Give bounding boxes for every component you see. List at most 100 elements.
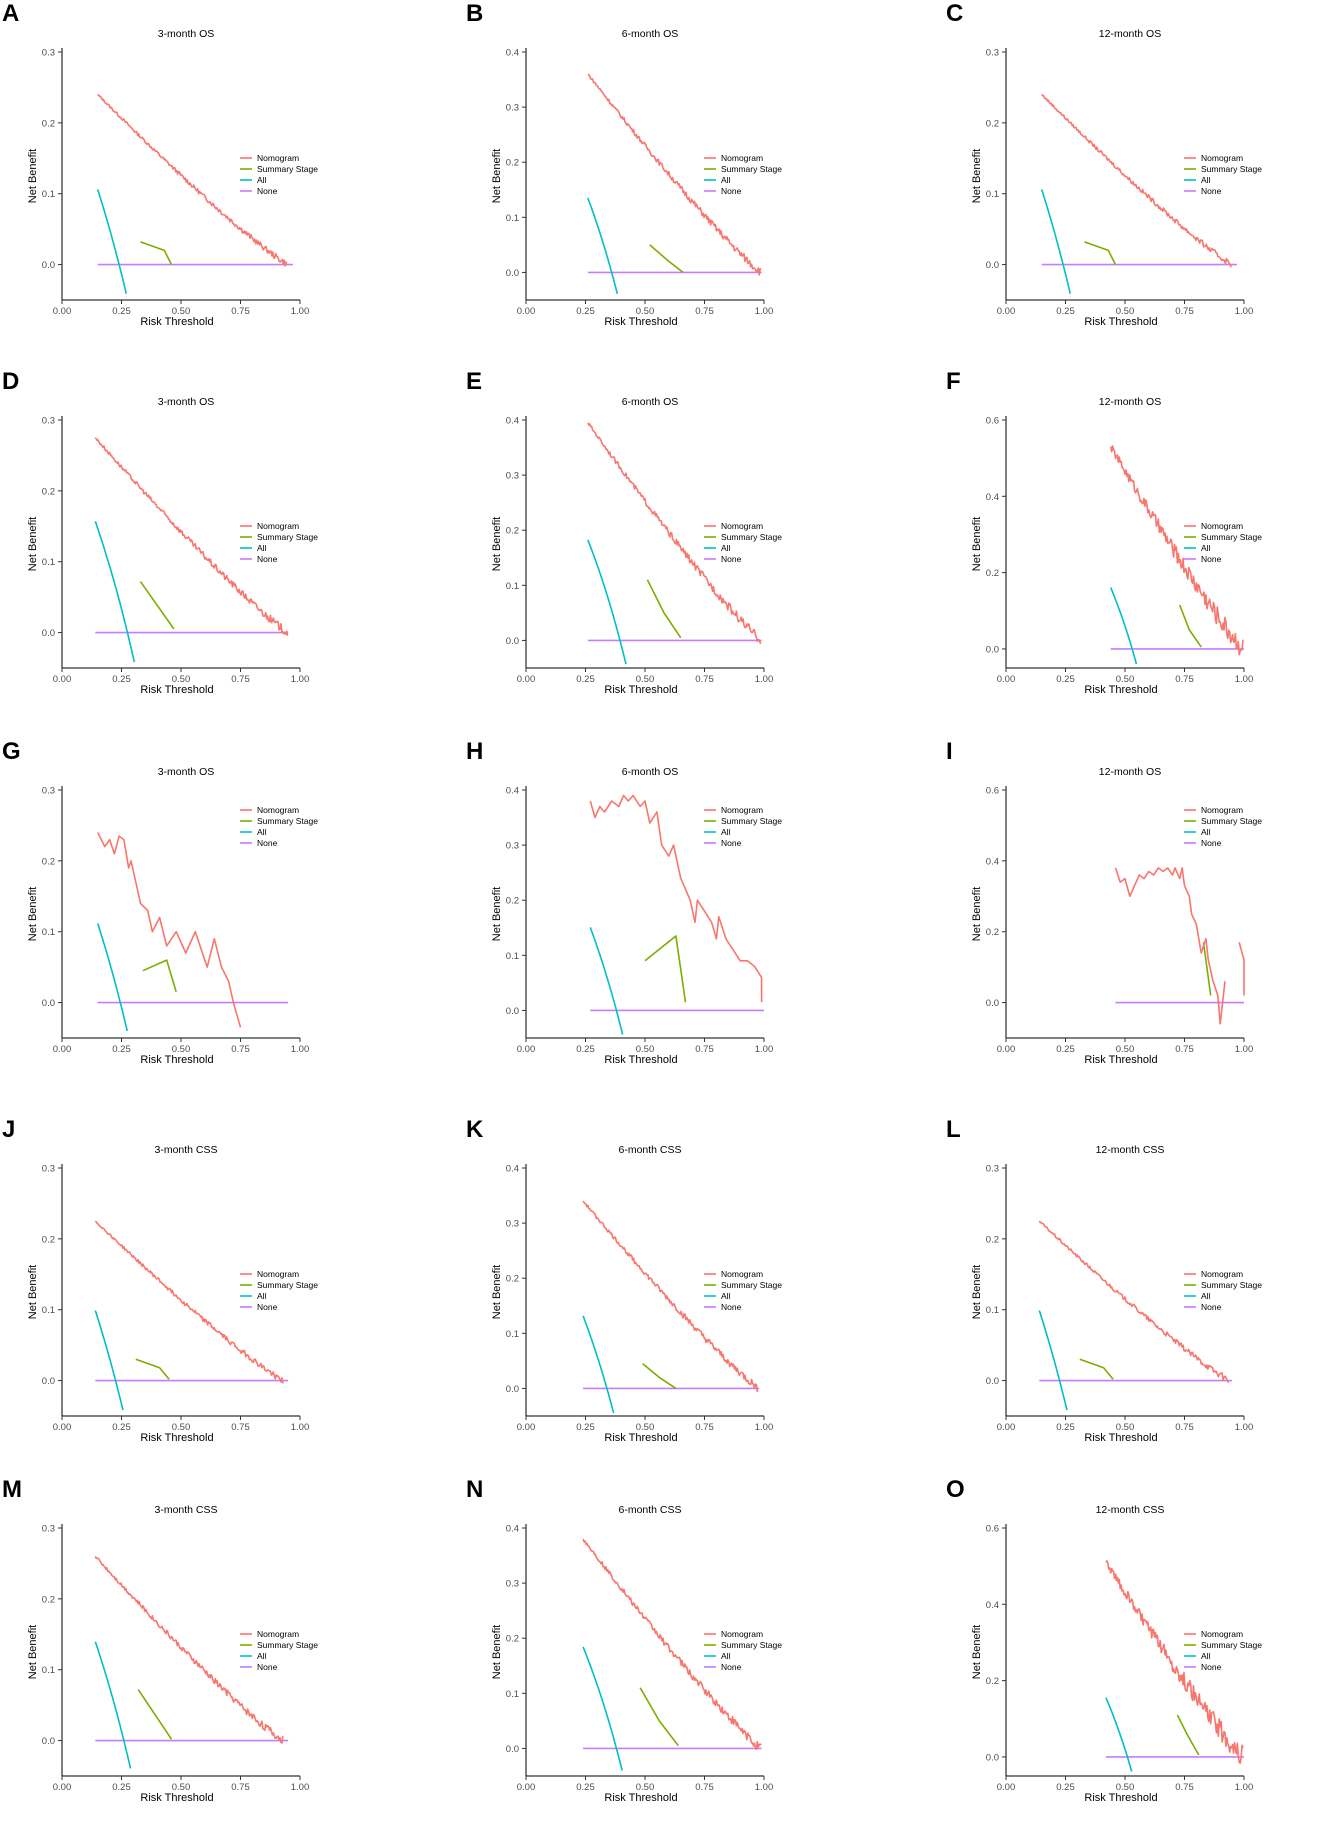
y-tick-label: 0.1 [42, 557, 55, 568]
y-tick-label: 0.0 [42, 628, 55, 639]
series-nomogram-line [1105, 1560, 1244, 1765]
chart-panel-M: M 3-month CSS 0.00 0.25 0.50 0.75 1.00 0.0 0.1 0.… [0, 1476, 380, 1806]
legend-nomogram-label: Nomogram [721, 1629, 763, 1639]
x-tick-label: 0.50 [636, 1422, 655, 1433]
legend-nomogram-label: Nomogram [1201, 805, 1243, 815]
series-nomogram-line [94, 437, 289, 636]
series-all-line [94, 521, 136, 663]
legend-summary-stage-label: Summary Stage [1201, 1280, 1262, 1290]
panel-letter: J [2, 1116, 16, 1143]
legend-summary-stage-label: Summary Stage [257, 816, 318, 826]
chart-title: 12-month OS [1099, 396, 1161, 408]
legend-none-label: None [721, 838, 742, 848]
chart-svg: 12-month CSS 0.00 0.25 0.50 0.75 1.00 0.0 0.1 0.… [971, 1144, 1262, 1444]
legend-all-label: All [1201, 1291, 1211, 1301]
panel-letter: C [946, 0, 964, 27]
chart-panel-I: I 12-month OS 0.00 0.25 0.50 0.75 1.00 0.0 0.2 0.… [944, 738, 1324, 1068]
legend-none-label: None [257, 1662, 278, 1672]
x-tick-label: 0.00 [997, 306, 1016, 317]
y-tick-label: 0.4 [506, 416, 519, 427]
y-tick-label: 0.2 [42, 1234, 55, 1245]
x-tick-label: 0.25 [1056, 1782, 1075, 1793]
legend-none-label: None [257, 838, 278, 848]
x-tick-label: 0.00 [517, 306, 536, 317]
panel-letter: I [946, 738, 953, 765]
y-tick-label: 0.0 [506, 636, 519, 647]
y-axis-label: Net Benefit [27, 517, 39, 571]
x-tick-label: 0.25 [112, 1782, 131, 1793]
x-tick-label: 0.25 [576, 1782, 595, 1793]
y-tick-label: 0.3 [506, 1219, 519, 1230]
y-tick-label: 0.1 [42, 1305, 55, 1316]
y-tick-label: 0.0 [42, 998, 55, 1009]
series-all-line [587, 539, 627, 665]
legend-nomogram-label: Nomogram [257, 153, 299, 163]
y-tick-label: 0.0 [986, 998, 999, 1009]
y-tick-label: 0.3 [42, 416, 55, 427]
y-tick-label: 0.2 [42, 486, 55, 497]
series-nomogram-line [96, 832, 242, 1028]
y-tick-label: 0.3 [986, 48, 999, 59]
legend-all-label: All [1201, 543, 1211, 553]
y-tick-label: 0.1 [506, 1329, 519, 1340]
x-tick-label: 0.50 [1116, 306, 1135, 317]
chart-panel-J: J 3-month CSS 0.00 0.25 0.50 0.75 1.00 0.0 0.1 0.… [0, 1116, 380, 1446]
x-tick-label: 0.75 [1175, 1782, 1194, 1793]
x-tick-label: 0.75 [1175, 1044, 1194, 1055]
chart-title: 3-month OS [158, 766, 215, 778]
series-nomogram-line [589, 794, 763, 1003]
x-tick-label: 0.50 [172, 1422, 191, 1433]
chart-panel-F: F 12-month OS 0.00 0.25 0.50 0.75 1.00 0.0 0.2 0.… [944, 368, 1324, 698]
x-tick-label: 1.00 [755, 1422, 774, 1433]
legend-none-label: None [1201, 838, 1222, 848]
x-axis-label: Risk Threshold [1084, 684, 1157, 696]
y-tick-label: 0.2 [506, 1274, 519, 1285]
series-summary-stage-line [137, 1689, 173, 1740]
x-tick-label: 0.25 [576, 1422, 595, 1433]
x-tick-label: 0.75 [231, 1422, 250, 1433]
x-tick-label: 1.00 [755, 674, 774, 685]
panel-letter: E [466, 368, 483, 395]
series-nomogram-line [97, 93, 288, 267]
series-nomogram-line [94, 1220, 284, 1384]
legend-summary-stage-label: Summary Stage [257, 532, 318, 542]
chart-panel-G: G 3-month OS 0.00 0.25 0.50 0.75 1.00 0.0 0.1 0.2… [0, 738, 380, 1068]
series-all-line [1038, 1310, 1068, 1411]
y-tick-label: 0.2 [986, 118, 999, 129]
legend-summary-stage-label: Summary Stage [1201, 532, 1262, 542]
legend-all-label: All [257, 1291, 267, 1301]
legend-none-label: None [257, 1302, 278, 1312]
y-tick-label: 0.2 [986, 1676, 999, 1687]
y-tick-label: 0.3 [42, 786, 55, 797]
y-tick-label: 0.0 [506, 1384, 519, 1395]
legend-none-label: None [1201, 1302, 1222, 1312]
x-tick-label: 1.00 [755, 306, 774, 317]
x-tick-label: 0.00 [53, 674, 72, 685]
series-summary-stage-line [644, 935, 687, 1003]
y-tick-label: 0.6 [986, 786, 999, 797]
y-tick-label: 0.2 [506, 896, 519, 907]
series-summary-stage-line [1176, 1714, 1200, 1756]
x-axis-label: Risk Threshold [140, 1792, 213, 1804]
x-tick-label: 0.00 [517, 1422, 536, 1433]
y-axis-label: Net Benefit [27, 149, 39, 203]
legend-none-label: None [257, 186, 278, 196]
x-tick-label: 0.25 [1056, 1422, 1075, 1433]
series-all-line [1109, 587, 1138, 665]
x-tick-label: 0.25 [1056, 306, 1075, 317]
x-tick-label: 0.50 [1116, 674, 1135, 685]
y-axis-label: Net Benefit [491, 149, 503, 203]
y-tick-label: 0.1 [506, 581, 519, 592]
legend-summary-stage-label: Summary Stage [257, 1280, 318, 1290]
panel-letter: O [946, 1476, 965, 1503]
series-nomogram-line-segment [1238, 942, 1245, 996]
x-tick-label: 0.00 [997, 1422, 1016, 1433]
series-all-line [587, 197, 619, 295]
chart-panel-L: L 12-month CSS 0.00 0.25 0.50 0.75 1.00 0.0 0.1 0… [944, 1116, 1324, 1446]
panel-letter: F [946, 368, 961, 395]
series-all-line [582, 1315, 615, 1414]
y-tick-label: 0.0 [506, 1006, 519, 1017]
panel-letter: A [2, 0, 20, 27]
chart-title: 6-month CSS [618, 1504, 681, 1516]
x-axis-label: Risk Threshold [140, 316, 213, 328]
